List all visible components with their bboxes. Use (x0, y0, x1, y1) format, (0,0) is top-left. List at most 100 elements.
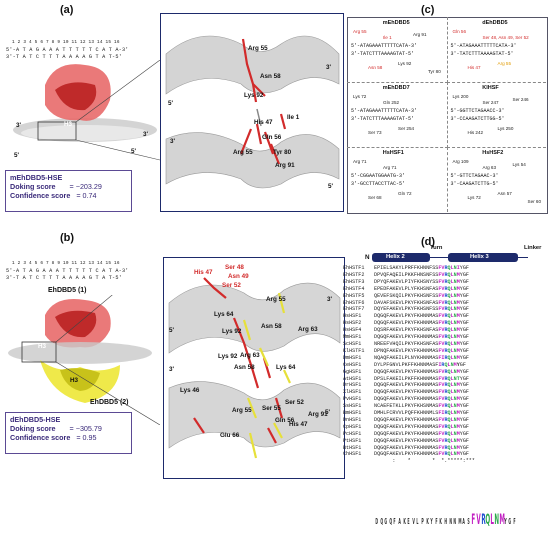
alignment-species-name: DnHSF1 (343, 416, 362, 423)
res-b-label: Arg 55 (266, 296, 286, 303)
panel-c-cell (347, 82, 448, 148)
alignment-species-name: DmHSF1 (343, 354, 362, 361)
logo-letter: Q (389, 517, 392, 526)
logo-letter: E (407, 517, 410, 526)
alignment-species-name: KlHSTF1 (343, 347, 365, 354)
panel-a-docking-value: = −203.29 (69, 182, 102, 191)
res-b-label: Lys 46 (180, 387, 200, 394)
panel-c-cell-title: HsHSF1 (382, 150, 404, 156)
res-b-label: His 47 (194, 269, 213, 276)
panel-b-zoom-end: 5' (325, 409, 330, 416)
alignment-sequence: DQGQFAKEVLPKYFKHNNMASFVRQLNMYGF (374, 313, 469, 320)
logo-letter: L (416, 517, 419, 526)
panel-c-seq-bottom: 3'-TATCTTTAAAAGTAT-5' (351, 116, 415, 122)
logo-letter: Y (504, 517, 507, 526)
panel-b-zoom (163, 257, 345, 479)
alignment-sequence: DQSRFAKEVLPKYFKHSNFASFVRQLNMYGF (374, 327, 469, 334)
alignment-species-name: BmHSF1 (343, 410, 362, 417)
panel-d-turn-label: Turn (430, 245, 443, 251)
panel-c-residue-note: His 242 (467, 130, 484, 135)
alignment-sequence: NREEFVHQILPKYFKHSNFASFVRQLNMYGF (374, 340, 469, 347)
panel-d-linker-line (518, 257, 528, 258)
panel-c-cell (446, 17, 546, 83)
panel-c-residue-note: Ser 48, Asn 49, Ser 52 (482, 35, 529, 40)
logo-letter: V (412, 517, 415, 526)
alignment-sequence: DQGQFAKEVLPKYFKHNNMASFVRQLNMYGF (374, 423, 469, 430)
alignment-row: AtHSF1 DPSLFAKEILPKFFKHNNMASFVRQLNTYGF (343, 376, 475, 383)
panel-a-structure (13, 60, 160, 161)
alignment-species-name: DrHSF1 (343, 382, 362, 389)
alignment-row: DmHSF1 NQAQFAKEILPLNYKHNNMASFIRQLNMYGF (343, 355, 475, 362)
panel-c-seq-top: 5'-GTTCTAGAAC-3' (450, 173, 499, 179)
alignment-species-name: AtHSF1 (343, 375, 362, 382)
alignment-row: HsHSF1 DQGQFAKEVLPKYFKHNNMASFVRQLNMYGF (343, 313, 475, 320)
alignment-species-name: SsHSF1 (343, 403, 362, 410)
alignment-row: CpHSF1 DQGQFAKEVLPKYFKHNNMASFVRQLNMYGF (343, 424, 475, 431)
alignment-sequence: DYLPFGNVLPKFFKHNNMASFIRQLNMYGF (374, 361, 466, 368)
panel-c-residue-note: Arg 109 (452, 159, 469, 164)
alignment-species-name: HsHSF4 (343, 327, 362, 334)
panel-b-seq-top: 5'-A T A G A A A T T T T T C A T A-3' (6, 268, 129, 274)
panel-b-h3b: H3 (70, 377, 79, 384)
res-b-label: Arg 55 (232, 407, 252, 414)
alignment-row: EhHSTF1 EPIELSAKYLPRFFKHNNFSSFVRQLNIYGF (343, 265, 475, 272)
panel-c-residue-note: Gln 56 (452, 29, 467, 34)
alignment-row: KlHSTF1 DPNQFAKEVLPKYFKHNNMASFVRQLNMYGF (343, 348, 475, 355)
alignment-sequence: DPYQFAKEVLPIYFKHSNYSSFVRQLNMYGF (374, 278, 469, 285)
alignment-species-name: EhHSTF6 (343, 299, 365, 306)
alignment-sequence: DAVAFSKEVLPKYFKHSNFASFVRQLNMYGF (374, 299, 469, 306)
alignment-species-name: GgHSF1 (343, 368, 362, 375)
alignment-sequence: NCAEFETKLLPKYFKHSNMASFVRQLNMYGF (374, 403, 469, 410)
panel-b-zoom-art (168, 277, 341, 459)
alignment-row: PvHSF1 DQGQFAKEVLPKYFKHNNMASFVRQLNMYGF (343, 396, 475, 403)
alignment-species-name: EhHSTF1 (343, 265, 365, 271)
panel-c-residue-note: Lys 72 (467, 195, 481, 200)
panel-c-residue-note: Lys 200 (452, 94, 469, 99)
alignment-row: DrHSF1 DQGQFAKEVLPKYFKHNNMASFVRQLNMYGF (343, 382, 475, 389)
panel-b-confidence-label: Confidence score (10, 433, 71, 442)
panel-a-zoom (160, 13, 344, 212)
logo-letter: S (467, 517, 470, 526)
alignment-sequence: DMHLFCRVVLPQFFKHNNMLSFIRQLNMYGF (374, 410, 469, 417)
panel-a-numbers: 1 2 3 4 5 6 7 8 9 10 11 12 13 14 15 16 (12, 40, 120, 45)
logo-letter: D (375, 517, 379, 526)
panel-a-end-2: 5' (14, 152, 19, 159)
alignment-sequence: DQGQFAKEVLPKYFKHNNMASFVRQLNMYGF (374, 437, 469, 444)
panel-c-residue-note: Arg 55 (353, 29, 367, 34)
res-b-label: Arg 91 (308, 411, 328, 418)
logo-letter: Y (430, 517, 433, 526)
alignment-species-name: PtHSF1 (343, 437, 362, 444)
logo-letter: P (421, 517, 424, 526)
panel-b-docking-value: = −305.79 (69, 424, 102, 433)
alignment-row: DnHSF1 DQGQFAKEVLPKYFKHNNMASFVRQLNMYGF (343, 417, 475, 424)
panel-d-alignment: EhHSTF1 EPIELSAKYLPRFFKHNNFSSFVRQLNIYGF Eh… (343, 265, 475, 465)
panel-d-linker-label: Linker (524, 245, 542, 251)
alignment-species-name: EhHSTF7 (343, 306, 365, 313)
alignment-row: XlHSF1 DQGQFAKEVLPKYFKHNNMASFVRQLNMYGF (343, 389, 475, 396)
panel-c-residue-note: Lys 72 (353, 94, 367, 99)
panel-c-seq-top: 5'-ATAGAAATTTTTCATA-3' (351, 43, 418, 49)
panel-b-chain1: EhDBD5 (1) (48, 287, 87, 294)
panel-a-zoom-end-3: 3' (170, 138, 175, 145)
panel-c-residue-note: Lys 250 (497, 126, 514, 131)
res-a-arg91: Arg 91 (275, 162, 295, 169)
panel-c-residue-note: Asn 58 (368, 65, 383, 70)
panel-a-label: (a) (60, 4, 74, 16)
panel-b-numbers: 1 2 3 4 5 6 7 8 9 10 11 12 13 14 15 16 (12, 261, 120, 266)
alignment-sequence: NQAQFAKEILPLNYKHNNMASFIRQLNMYGF (374, 354, 469, 361)
alignment-species-name: PcHSF1 (343, 430, 362, 437)
panel-c-cell-title: mEhDBD5 (382, 20, 410, 26)
alignment-row: EhHSTF3 DPYQFAKEVLPIYFKHSNYSSFVRQLNMYGF (343, 279, 475, 286)
panel-b-chain2: EhDBD5 (2) (90, 399, 129, 406)
panel-c-residue-note: Arg 71 (383, 165, 397, 170)
panel-c-cell (347, 17, 448, 83)
logo-letter: M (499, 512, 505, 528)
alignment-sequence: EPIELSAKYLPRFFKHNNFSSFVRQLNIYGF (374, 265, 469, 271)
panel-c-residue-note: Arg 71 (353, 159, 367, 164)
panel-c-residue-note: Ser 60 (527, 199, 542, 204)
panel-a-end-4: 5' (131, 148, 136, 155)
res-b-label: Asn 58 (261, 323, 282, 330)
logo-letter: A (462, 517, 466, 526)
alignment-row: HsHSF2 DQGQFAKEVLPKYFKHNNMASFVRQLNMYGF (343, 320, 475, 327)
res-b-label: His 47 (289, 421, 308, 428)
